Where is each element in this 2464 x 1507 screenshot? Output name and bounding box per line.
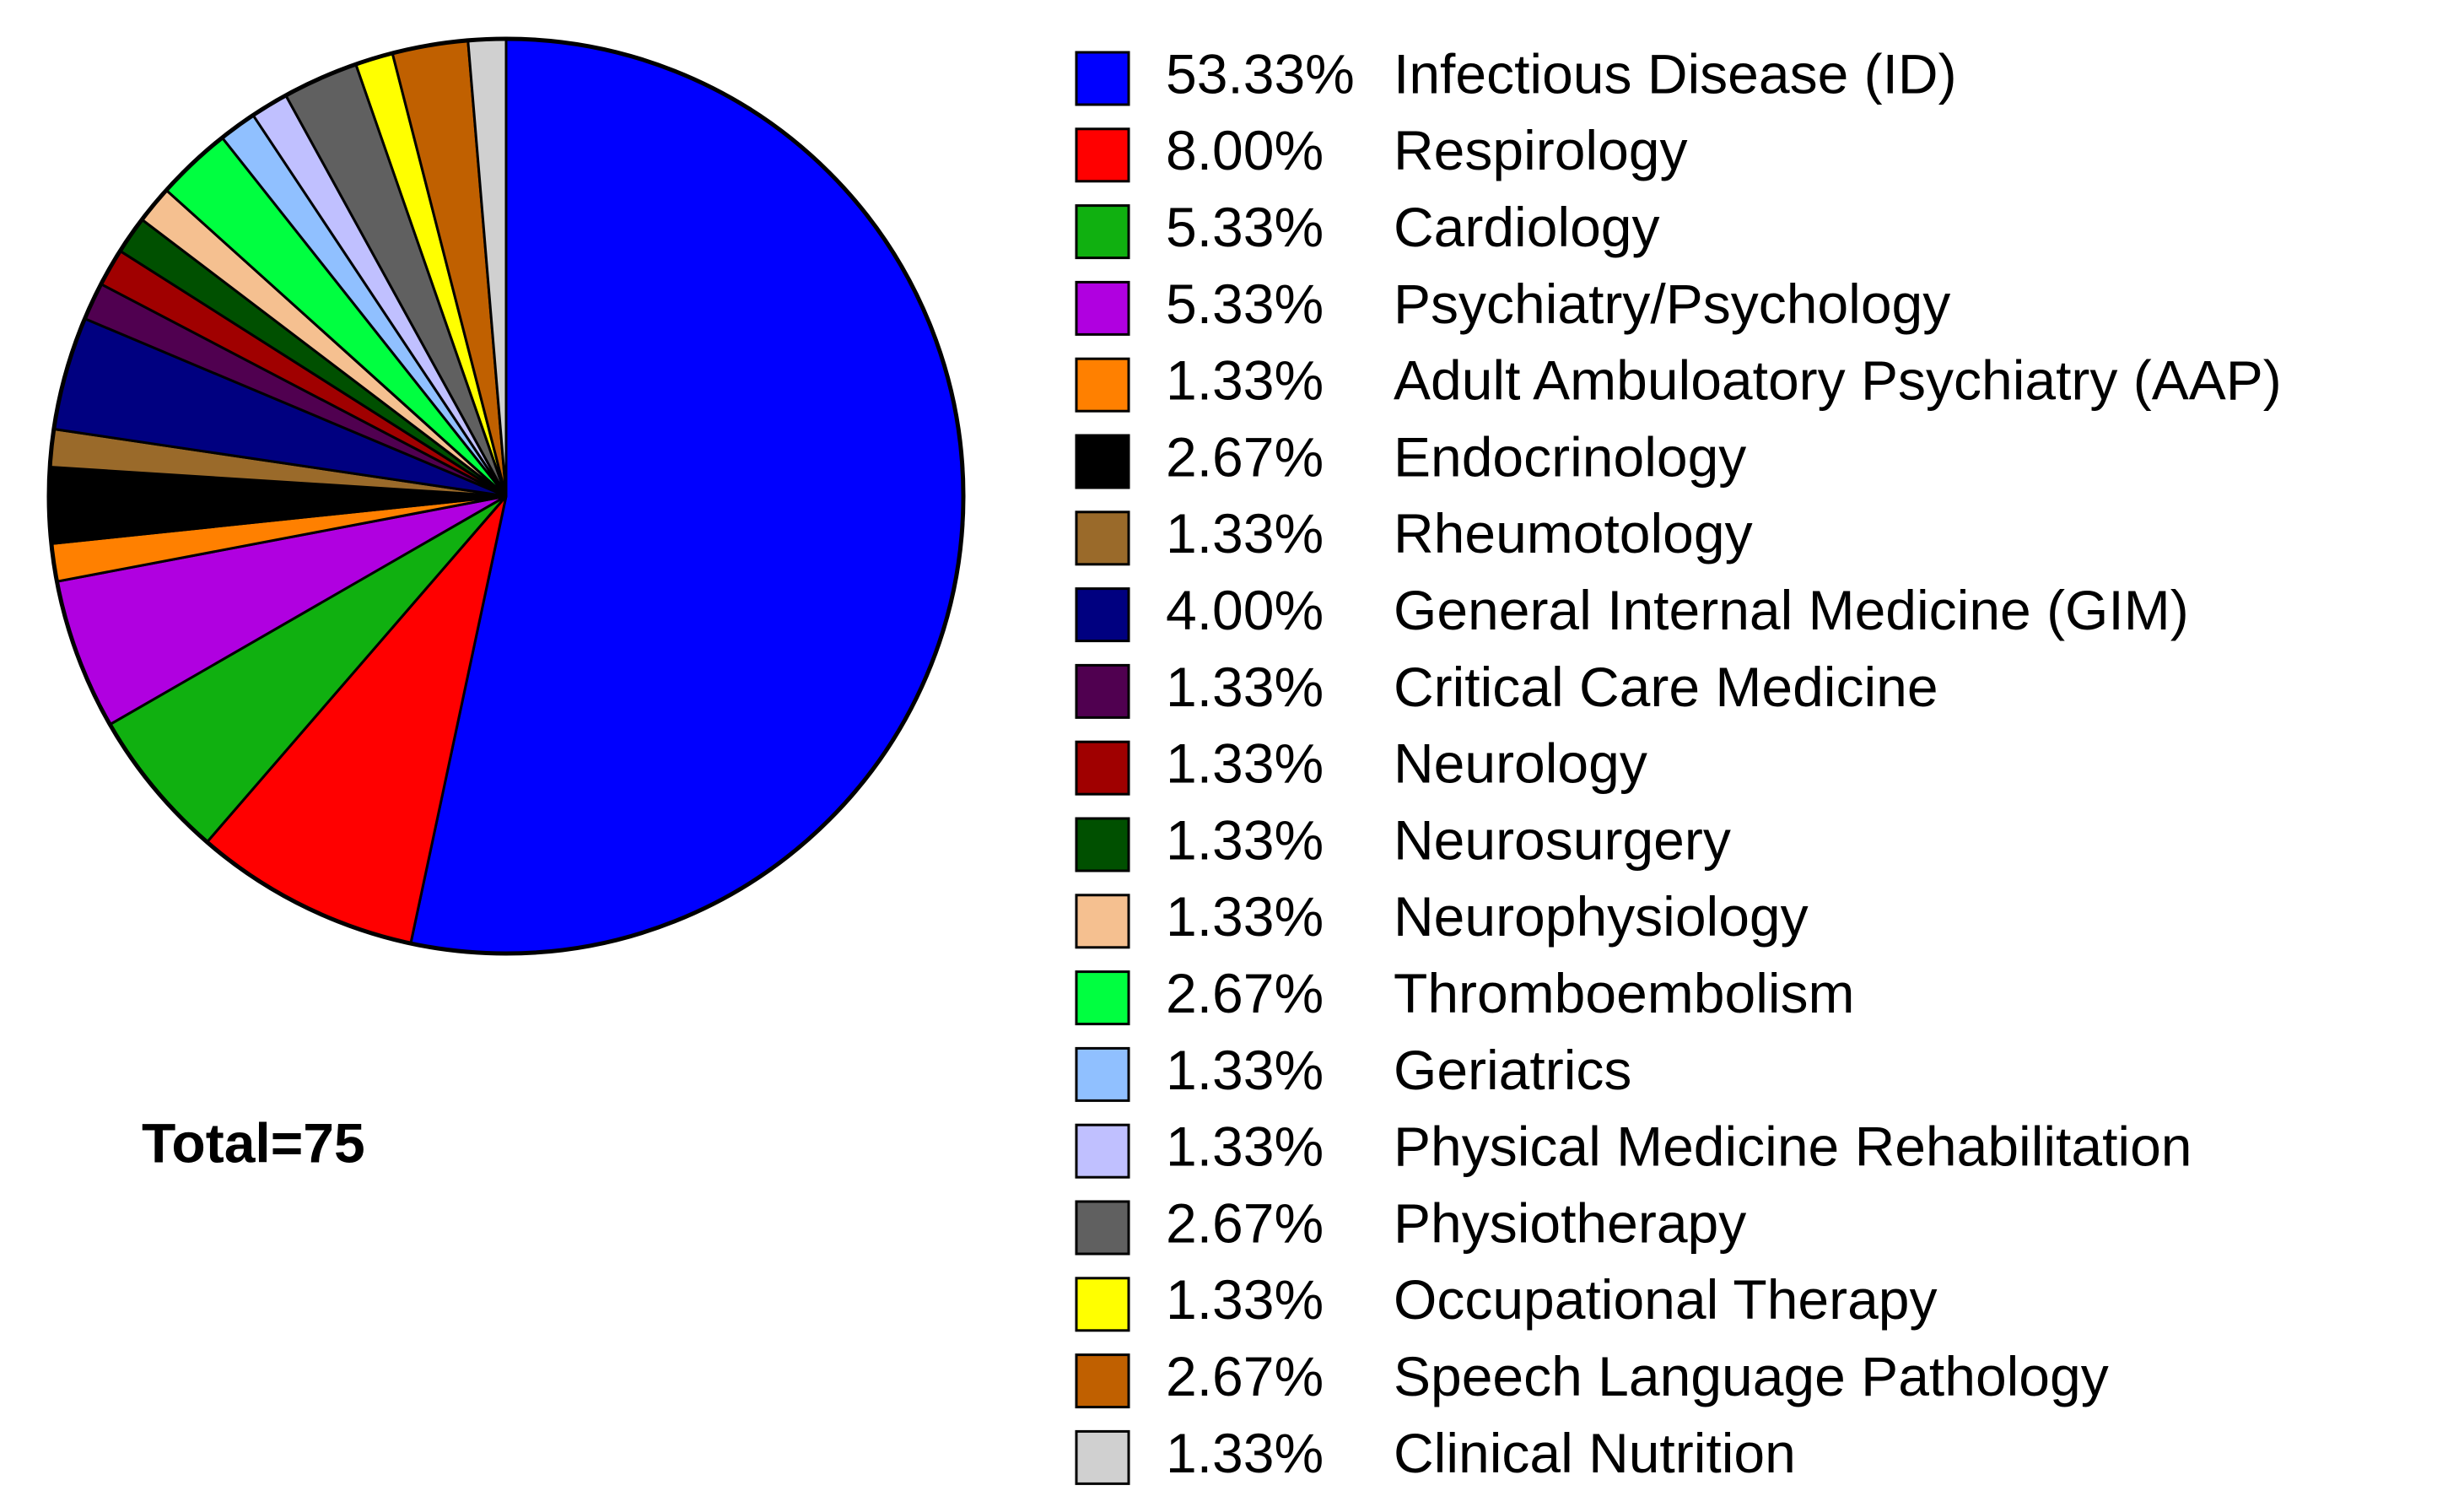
legend-percent: 1.33% — [1166, 732, 1324, 795]
legend-percent: 1.33% — [1166, 1039, 1324, 1101]
legend-percent: 5.33% — [1166, 196, 1324, 258]
legend-percent: 4.00% — [1166, 579, 1324, 641]
legend-label: Respirology — [1394, 119, 1688, 181]
legend-swatch — [1075, 204, 1130, 260]
legend-percent: 1.33% — [1166, 1115, 1324, 1178]
legend-swatch — [1075, 894, 1130, 949]
legend-label: Geriatrics — [1394, 1039, 1631, 1101]
legend-swatch — [1075, 280, 1130, 336]
legend-swatch — [1075, 1429, 1130, 1485]
legend-swatch — [1075, 510, 1130, 566]
legend-label: Speech Language Pathology — [1394, 1345, 2109, 1407]
legend-percent: 8.00% — [1166, 119, 1324, 181]
legend-percent: 5.33% — [1166, 273, 1324, 335]
legend-swatch — [1075, 970, 1130, 1026]
legend-swatch — [1075, 663, 1130, 719]
legend-label: Rheumotology — [1394, 502, 1753, 564]
legend-percent: 1.33% — [1166, 502, 1324, 564]
legend-label: Endocrinology — [1394, 425, 1746, 488]
legend-percent: 2.67% — [1166, 1191, 1324, 1254]
legend-percent: 1.33% — [1166, 1422, 1324, 1484]
legend-swatch — [1075, 740, 1130, 796]
legend-swatch — [1075, 1277, 1130, 1332]
legend-label: Neurophysiology — [1394, 885, 1809, 948]
legend-label: Cardiology — [1394, 196, 1660, 258]
legend-label: Thromboembolism — [1394, 962, 1855, 1024]
legend-percent: 2.67% — [1166, 962, 1324, 1024]
legend-swatch — [1075, 127, 1130, 183]
legend-label: Occupational Therapy — [1394, 1268, 1938, 1331]
pie-outline — [46, 36, 966, 956]
legend-swatch — [1075, 434, 1130, 489]
legend-label: Physiotherapy — [1394, 1191, 1746, 1254]
legend-label: Infectious Disease (ID) — [1394, 42, 1957, 105]
legend-percent: 1.33% — [1166, 656, 1324, 718]
legend-percent: 1.33% — [1166, 885, 1324, 948]
legend-percent: 1.33% — [1166, 349, 1324, 412]
legend-label: Critical Care Medicine — [1394, 656, 1938, 718]
legend-label: Physical Medicine Rehabilitation — [1394, 1115, 2192, 1178]
legend-percent: 1.33% — [1166, 808, 1324, 871]
legend-label: Neurology — [1394, 732, 1647, 795]
legend-swatch — [1075, 357, 1130, 413]
legend-swatch — [1075, 1123, 1130, 1179]
legend-swatch — [1075, 1353, 1130, 1409]
total-annotation: Total=75 — [142, 1111, 365, 1174]
legend-percent: 2.67% — [1166, 425, 1324, 488]
legend-swatch — [1075, 1046, 1130, 1102]
legend-label: Psychiatry/Psychology — [1394, 273, 1950, 335]
legend-label: Adult Ambuloatory Psychiatry (AAP) — [1394, 349, 2282, 412]
legend-percent: 1.33% — [1166, 1268, 1324, 1331]
legend-label: Clinical Nutrition — [1394, 1422, 1796, 1484]
legend-label: General Internal Medicine (GIM) — [1394, 579, 2189, 641]
legend-percent: 2.67% — [1166, 1345, 1324, 1407]
legend-label: Neurosurgery — [1394, 808, 1731, 871]
legend-swatch — [1075, 817, 1130, 872]
legend-swatch — [1075, 587, 1130, 643]
legend-swatch — [1075, 51, 1130, 106]
legend-percent: 53.33% — [1166, 42, 1355, 105]
legend-swatch — [1075, 1200, 1130, 1256]
